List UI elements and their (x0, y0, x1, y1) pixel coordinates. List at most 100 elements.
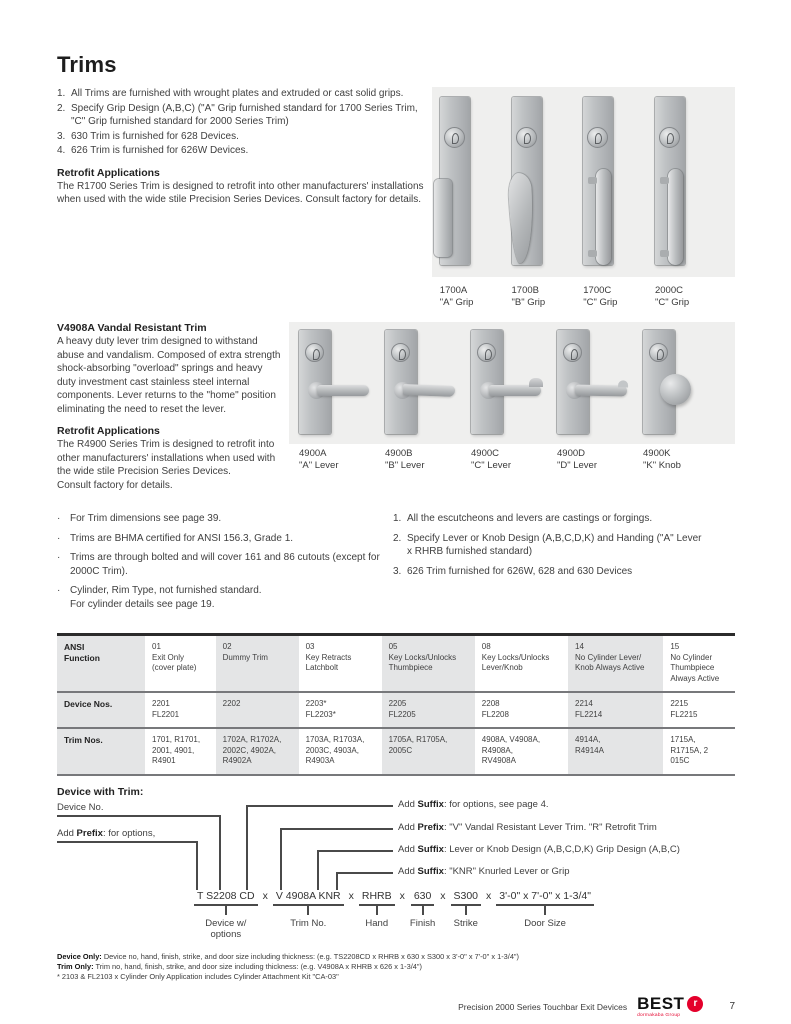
product-1700C: 1700C "C" Grip (583, 97, 647, 308)
column-header: 03 Key Retracts Latchbolt (298, 634, 382, 693)
segment-tick (307, 905, 310, 915)
part-segment-hand: RHRB Hand (358, 890, 395, 929)
model-type: "C" Grip (654, 296, 690, 308)
lever-photo-4900B (385, 330, 456, 434)
trim-function-table: ANSI Function 01 Exit Only (cover plate)… (57, 633, 735, 776)
retrofit-heading-2: Retrofit Applications (57, 425, 160, 437)
notes-list: 1. All the escutcheons and levers are cas… (393, 512, 735, 578)
table-cell: 2201 FL2201 (145, 692, 216, 729)
segment-tick (375, 905, 378, 915)
segment-label: Strike (453, 917, 478, 929)
segment-label: Trim No. (290, 917, 327, 929)
separator-x: x (486, 889, 492, 902)
best-logo-top: BEST r (637, 995, 704, 1012)
model-number: 4900D (557, 448, 585, 459)
product-label: 1700B "B" Grip (512, 285, 576, 308)
lever-c-handle (489, 378, 543, 396)
table-cell: 2205 FL2205 (381, 692, 475, 729)
table-cell: 4908A, V4908A, R4908A, RV4908A (474, 728, 569, 776)
grip-photo-block: 1700A "A" Grip 1700B "B" Grip 1700C "C" Gri… (431, 87, 735, 308)
table-cell: 2214 FL2214 (568, 692, 664, 729)
grip-a-handle (433, 179, 452, 257)
connector-line (196, 840, 198, 890)
segment-text: S300 (450, 890, 482, 906)
segment-tick (464, 905, 467, 915)
footnote-line: Device Only: Device no, hand, finish, st… (57, 951, 520, 961)
list-number: 1. (57, 88, 66, 99)
product-2000C: 2000C "C" Grip (654, 97, 719, 308)
table-cell: 4914A, R4914A (568, 728, 664, 776)
connector-line (246, 804, 393, 807)
cylinder-icon (477, 343, 496, 362)
cylinder-icon (305, 343, 324, 362)
product-4900A: 4900A "A" Lever (299, 330, 385, 471)
diagram-label-prefix-v: Add Prefix: "V" Vandal Resistant Lever T… (398, 821, 657, 833)
grip-c-handle (588, 169, 612, 265)
product-label: 4900D "D" Lever (557, 448, 643, 471)
lever-d-handle (574, 384, 628, 397)
table-cell: 2202 (215, 692, 299, 729)
product-label: 4900B "B" Lever (385, 448, 471, 471)
model-number: 4900C (471, 448, 499, 459)
model-type: "K" Knob (643, 459, 681, 471)
notes-section: · For Trim dimensions see page 39. · Trims… (57, 512, 735, 617)
vandal-body: A heavy duty lever trim designed to with… (57, 336, 281, 415)
dormakaba-group-label: dormakaba Group (637, 1012, 681, 1018)
model-type: "D" Lever (557, 459, 598, 471)
list-text: Specify Grip Design (A,B,C) ("A" Grip fu… (71, 102, 418, 128)
product-1700B: 1700B "B" Grip (507, 97, 576, 308)
model-type: "A" Lever (299, 459, 339, 471)
knob-k-handle (660, 374, 691, 405)
intro-text-column: 1. All Trims are furnished with wrought p… (57, 87, 432, 308)
model-number: 4900B (385, 448, 413, 459)
row-label: Device Nos. (57, 692, 145, 729)
retrofit-body: The R1700 Series Trim is designed to ret… (57, 180, 424, 206)
page-title: Trims (57, 52, 117, 77)
model-number: 4900K (643, 448, 671, 459)
model-number: 4900A (299, 448, 327, 459)
bullet-icon: · (57, 552, 61, 563)
grip-photo-1700C (583, 97, 614, 265)
connector-line (57, 814, 221, 817)
dormakaba-mark-icon: r (687, 995, 704, 1012)
separator-x: x (348, 889, 354, 902)
list-item: 3. 626 Trim furnished for 626W, 628 and 6… (393, 565, 735, 579)
lever-photo-4900A (299, 330, 369, 434)
model-type: "C" Grip (583, 296, 618, 308)
model-type: "A" Grip (439, 296, 474, 308)
segment-text: 630 (410, 890, 435, 906)
grip-photo-1700A (433, 97, 470, 265)
list-text: 626 Trim is furnished for 626W Devices. (71, 145, 249, 156)
list-item: 2. Specify Lever or Knob Design (A,B,C,D,… (393, 532, 735, 559)
product-1700A: 1700A "A" Grip (433, 97, 504, 308)
top-section: 1. All Trims are furnished with wrought p… (57, 87, 735, 308)
vandal-heading: V4908A Vandal Resistant Trim (57, 322, 207, 334)
table-cell: 1701, R1701, 2001, 4901, R4901 (145, 728, 216, 776)
separator-x: x (262, 889, 268, 902)
segment-tick (224, 905, 227, 915)
model-type: "B" Lever (385, 459, 425, 471)
connector-line (57, 840, 198, 843)
bullet-item: · Trims are through bolted and will cover… (57, 551, 393, 578)
segment-label: Device w/ options (205, 917, 247, 940)
part-segment-device: T S2208 CD Device w/ options (194, 890, 258, 940)
connector-line (280, 827, 393, 830)
diagram-label-suffix-knr: Add Suffix: "KNR" Knurled Lever or Grip (398, 865, 570, 877)
separator-x: x (440, 889, 446, 902)
list-number: 3. (393, 565, 402, 577)
model-number: 2000C (654, 285, 683, 296)
device-with-trim-heading: Device with Trim: (57, 785, 144, 798)
lever-photo-4900K (643, 330, 691, 434)
cylinder-icon (587, 127, 609, 148)
table-cell: 1715A, R1715A, 2 015C (663, 728, 735, 776)
grip-photo-2000C (654, 97, 685, 265)
bullet-item: · Cylinder, Rim Type, not furnished stand… (57, 584, 393, 611)
segment-text: 3'-0" x 7'-0" x 1-3/4" (496, 890, 594, 906)
table-cell: 1703A, R1703A, 2003C, 4903A, R4903A (298, 728, 382, 776)
grip-b-handle (507, 172, 535, 264)
list-item: 2. Specify Grip Design (A,B,C) ("A" Grip … (57, 102, 432, 129)
cylinder-icon (391, 343, 410, 362)
segment-label: Finish (409, 917, 436, 929)
column-header: 08 Key Locks/Unlocks Lever/Knob (474, 634, 569, 693)
